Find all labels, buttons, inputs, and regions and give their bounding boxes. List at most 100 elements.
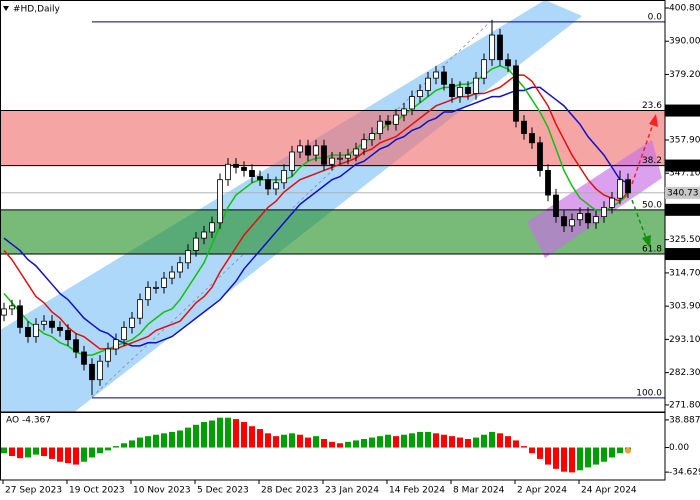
- candle-body: [65, 330, 71, 341]
- ao-bar: [561, 447, 567, 472]
- ao-bar: [601, 447, 607, 462]
- y-tick-label: 400.80: [669, 4, 700, 14]
- candle-body: [57, 326, 63, 331]
- ao-bar: [465, 439, 471, 448]
- ao-bar: [489, 431, 495, 448]
- y-tick-label: 271.80: [669, 400, 700, 410]
- y-tick-label: 390.00: [669, 37, 700, 47]
- candle-body: [113, 339, 119, 350]
- y-tick-label: 325.50: [669, 235, 700, 245]
- ao-bar: [273, 436, 279, 448]
- candle-body: [121, 326, 127, 341]
- ao-bar: [249, 426, 255, 448]
- ao-bar: [329, 441, 335, 448]
- ao-bar: [313, 436, 319, 448]
- candle-body: [41, 320, 47, 325]
- last-price-label: 340.73: [667, 188, 699, 198]
- price-box-label: 349.59: [667, 161, 699, 171]
- ao-bar: [337, 443, 343, 448]
- candle-body: [89, 363, 95, 381]
- ao-bar: [41, 447, 47, 457]
- candle-body: [313, 145, 319, 156]
- ao-bar: [409, 433, 415, 448]
- candle-body: [425, 77, 431, 91]
- overlay-layer: [91, 21, 662, 398]
- ao-bar: [361, 439, 367, 448]
- down-arrow-head: [642, 235, 651, 248]
- x-tick-label: 2 Apr 2024: [517, 486, 567, 496]
- candle-body: [81, 351, 87, 365]
- ao-bar: [73, 447, 79, 465]
- candle-body: [521, 120, 527, 134]
- ao-bar: [97, 447, 103, 454]
- candle-body: [193, 237, 199, 251]
- candle-body: [273, 182, 279, 190]
- price-box-label: 320.83: [667, 250, 699, 260]
- candle-body: [529, 133, 535, 144]
- candle-body: [1, 308, 7, 316]
- ao-bar: [537, 447, 543, 459]
- ao-bar: [193, 424, 199, 448]
- x-tick-label: 24 Apr 2024: [581, 486, 637, 496]
- ao-bar: [241, 421, 247, 448]
- x-tick-label: 8 Mar 2024: [453, 486, 505, 496]
- candle-body: [377, 120, 383, 134]
- ao-bar: [577, 447, 583, 471]
- candle-body: [49, 320, 55, 328]
- fib-trend-line: [91, 21, 491, 398]
- candle-body: [145, 286, 151, 301]
- ao-bar: [145, 436, 151, 448]
- price-box: [665, 248, 700, 261]
- candle-body: [593, 216, 599, 224]
- up-arrow-head: [649, 114, 658, 127]
- candle-body: [169, 271, 175, 279]
- candle-body: [449, 83, 455, 98]
- ao-bar: [513, 440, 519, 448]
- candle-body: [537, 142, 543, 171]
- candle-body: [233, 163, 239, 168]
- ao-bar: [473, 437, 479, 448]
- candle-body: [161, 277, 167, 288]
- ao-bar: [457, 437, 463, 448]
- x-tick-label: 14 Feb 2024: [389, 486, 445, 496]
- candle-body: [457, 86, 463, 98]
- ao-bar: [385, 434, 391, 448]
- candle-body: [385, 120, 391, 125]
- ao-bar: [49, 447, 55, 459]
- fib-ratio-label: 0.0: [648, 12, 663, 22]
- ao-bar: [1, 447, 7, 454]
- ao-bar: [289, 433, 295, 448]
- ao-bar: [353, 440, 359, 448]
- price-box-label: 367.47: [667, 106, 699, 116]
- price-box: [665, 159, 700, 172]
- ao-bar: [105, 447, 111, 451]
- candle-body: [545, 170, 551, 196]
- ao-bar: [425, 431, 431, 448]
- ao-bar: [609, 447, 615, 458]
- candle-body: [505, 59, 511, 67]
- candle-body: [473, 77, 479, 94]
- candle-body: [25, 326, 31, 338]
- candle-body: [329, 157, 335, 165]
- candle-body: [441, 71, 447, 85]
- candle-body: [345, 154, 351, 159]
- ao-bar: [129, 440, 135, 448]
- ao-bar: [585, 447, 591, 468]
- ao-bar: [369, 437, 375, 448]
- ao-bar: [9, 447, 15, 457]
- fib-ratio-label: 61.8: [642, 245, 662, 255]
- ao-bar: [593, 447, 599, 465]
- ao-y-tick-label: -34.629: [669, 468, 700, 478]
- ao-bar: [305, 437, 311, 448]
- ao-bar: [17, 447, 23, 459]
- price-box-label: 335.21: [667, 205, 699, 215]
- ao-bar: [497, 433, 503, 448]
- ao-bar: [25, 447, 31, 458]
- candle-body: [609, 197, 615, 208]
- ao-bar: [33, 447, 39, 455]
- candle-body: [585, 213, 591, 224]
- candle-body: [225, 163, 231, 181]
- candle-body: [297, 145, 303, 153]
- candle-body: [401, 108, 407, 116]
